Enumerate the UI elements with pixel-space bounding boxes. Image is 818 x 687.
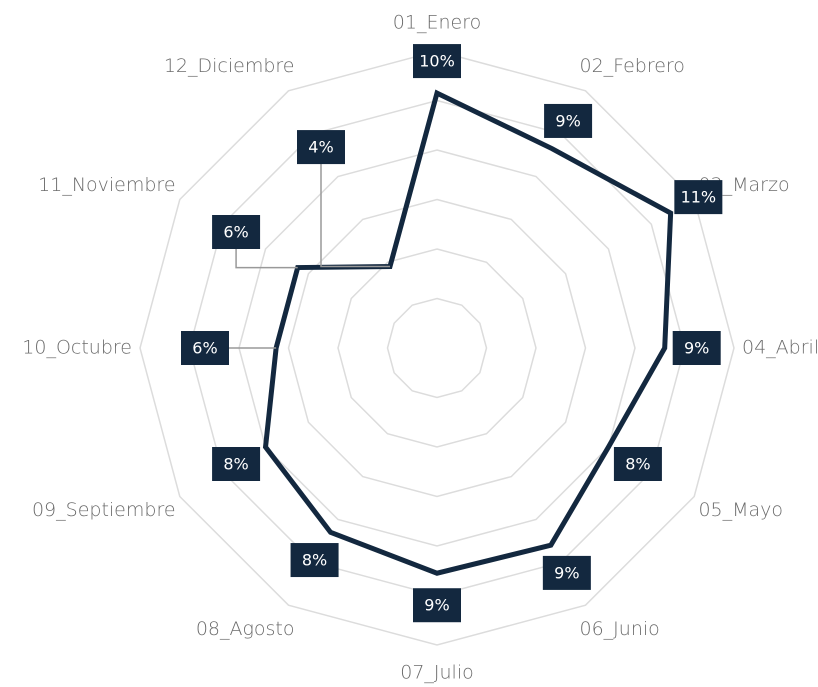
value-label: 9% <box>672 331 721 365</box>
value-label: 8% <box>613 447 662 481</box>
value-label-text: 8% <box>625 455 650 474</box>
value-label-text: 9% <box>554 563 579 582</box>
value-label-text: 6% <box>192 339 217 358</box>
grid-ring <box>337 248 537 448</box>
value-label-text: 8% <box>302 551 327 570</box>
label-box <box>672 331 721 365</box>
value-label: 9% <box>413 588 461 623</box>
grid-ring <box>287 198 587 498</box>
value-label: 9% <box>542 555 591 590</box>
category-label: 07_Julio <box>400 662 474 684</box>
value-label: 6% <box>181 331 229 365</box>
value-label: 6% <box>212 215 261 249</box>
grid-ring <box>386 297 488 399</box>
value-label: 4% <box>297 130 345 165</box>
value-label-text: 9% <box>424 596 449 615</box>
leader-line <box>320 147 390 268</box>
value-label-text: 4% <box>308 138 333 157</box>
value-label-text: 9% <box>555 111 580 130</box>
value-label-text: 8% <box>223 455 248 474</box>
label-box <box>290 543 339 578</box>
category-label: 04_Abril <box>742 337 818 359</box>
category-label: 10_Octubre <box>22 337 132 359</box>
value-label-text: 6% <box>223 223 248 242</box>
value-label-text: 11% <box>681 188 717 207</box>
category-label: 01_Enero <box>393 12 481 34</box>
value-label: 8% <box>290 543 339 578</box>
category-label: 09_Septiembre <box>32 499 176 521</box>
category-label: 11_Noviembre <box>38 174 175 196</box>
value-label: 11% <box>674 180 723 215</box>
category-label: 05_Mayo <box>698 499 783 521</box>
label-box <box>181 331 229 365</box>
category-label: 08_Agosto <box>196 618 295 640</box>
grid-ring <box>238 149 636 547</box>
label-box <box>413 588 461 623</box>
label-box <box>542 555 591 590</box>
value-label: 9% <box>544 103 593 138</box>
value-label-text: 9% <box>684 339 709 358</box>
label-box <box>212 215 261 249</box>
data-line <box>262 89 674 576</box>
category-label: 12_Diciembre <box>164 55 295 77</box>
label-box <box>613 447 662 481</box>
label-box <box>544 103 593 138</box>
label-box <box>212 447 261 481</box>
label-box <box>674 180 723 215</box>
value-label: 8% <box>212 447 261 481</box>
category-label: 06_Junio <box>580 618 660 640</box>
label-box <box>297 130 345 165</box>
category-label: 02_Febrero <box>580 55 685 77</box>
value-label: 10% <box>413 44 461 79</box>
value-label-text: 10% <box>419 52 455 71</box>
label-box <box>413 44 461 79</box>
